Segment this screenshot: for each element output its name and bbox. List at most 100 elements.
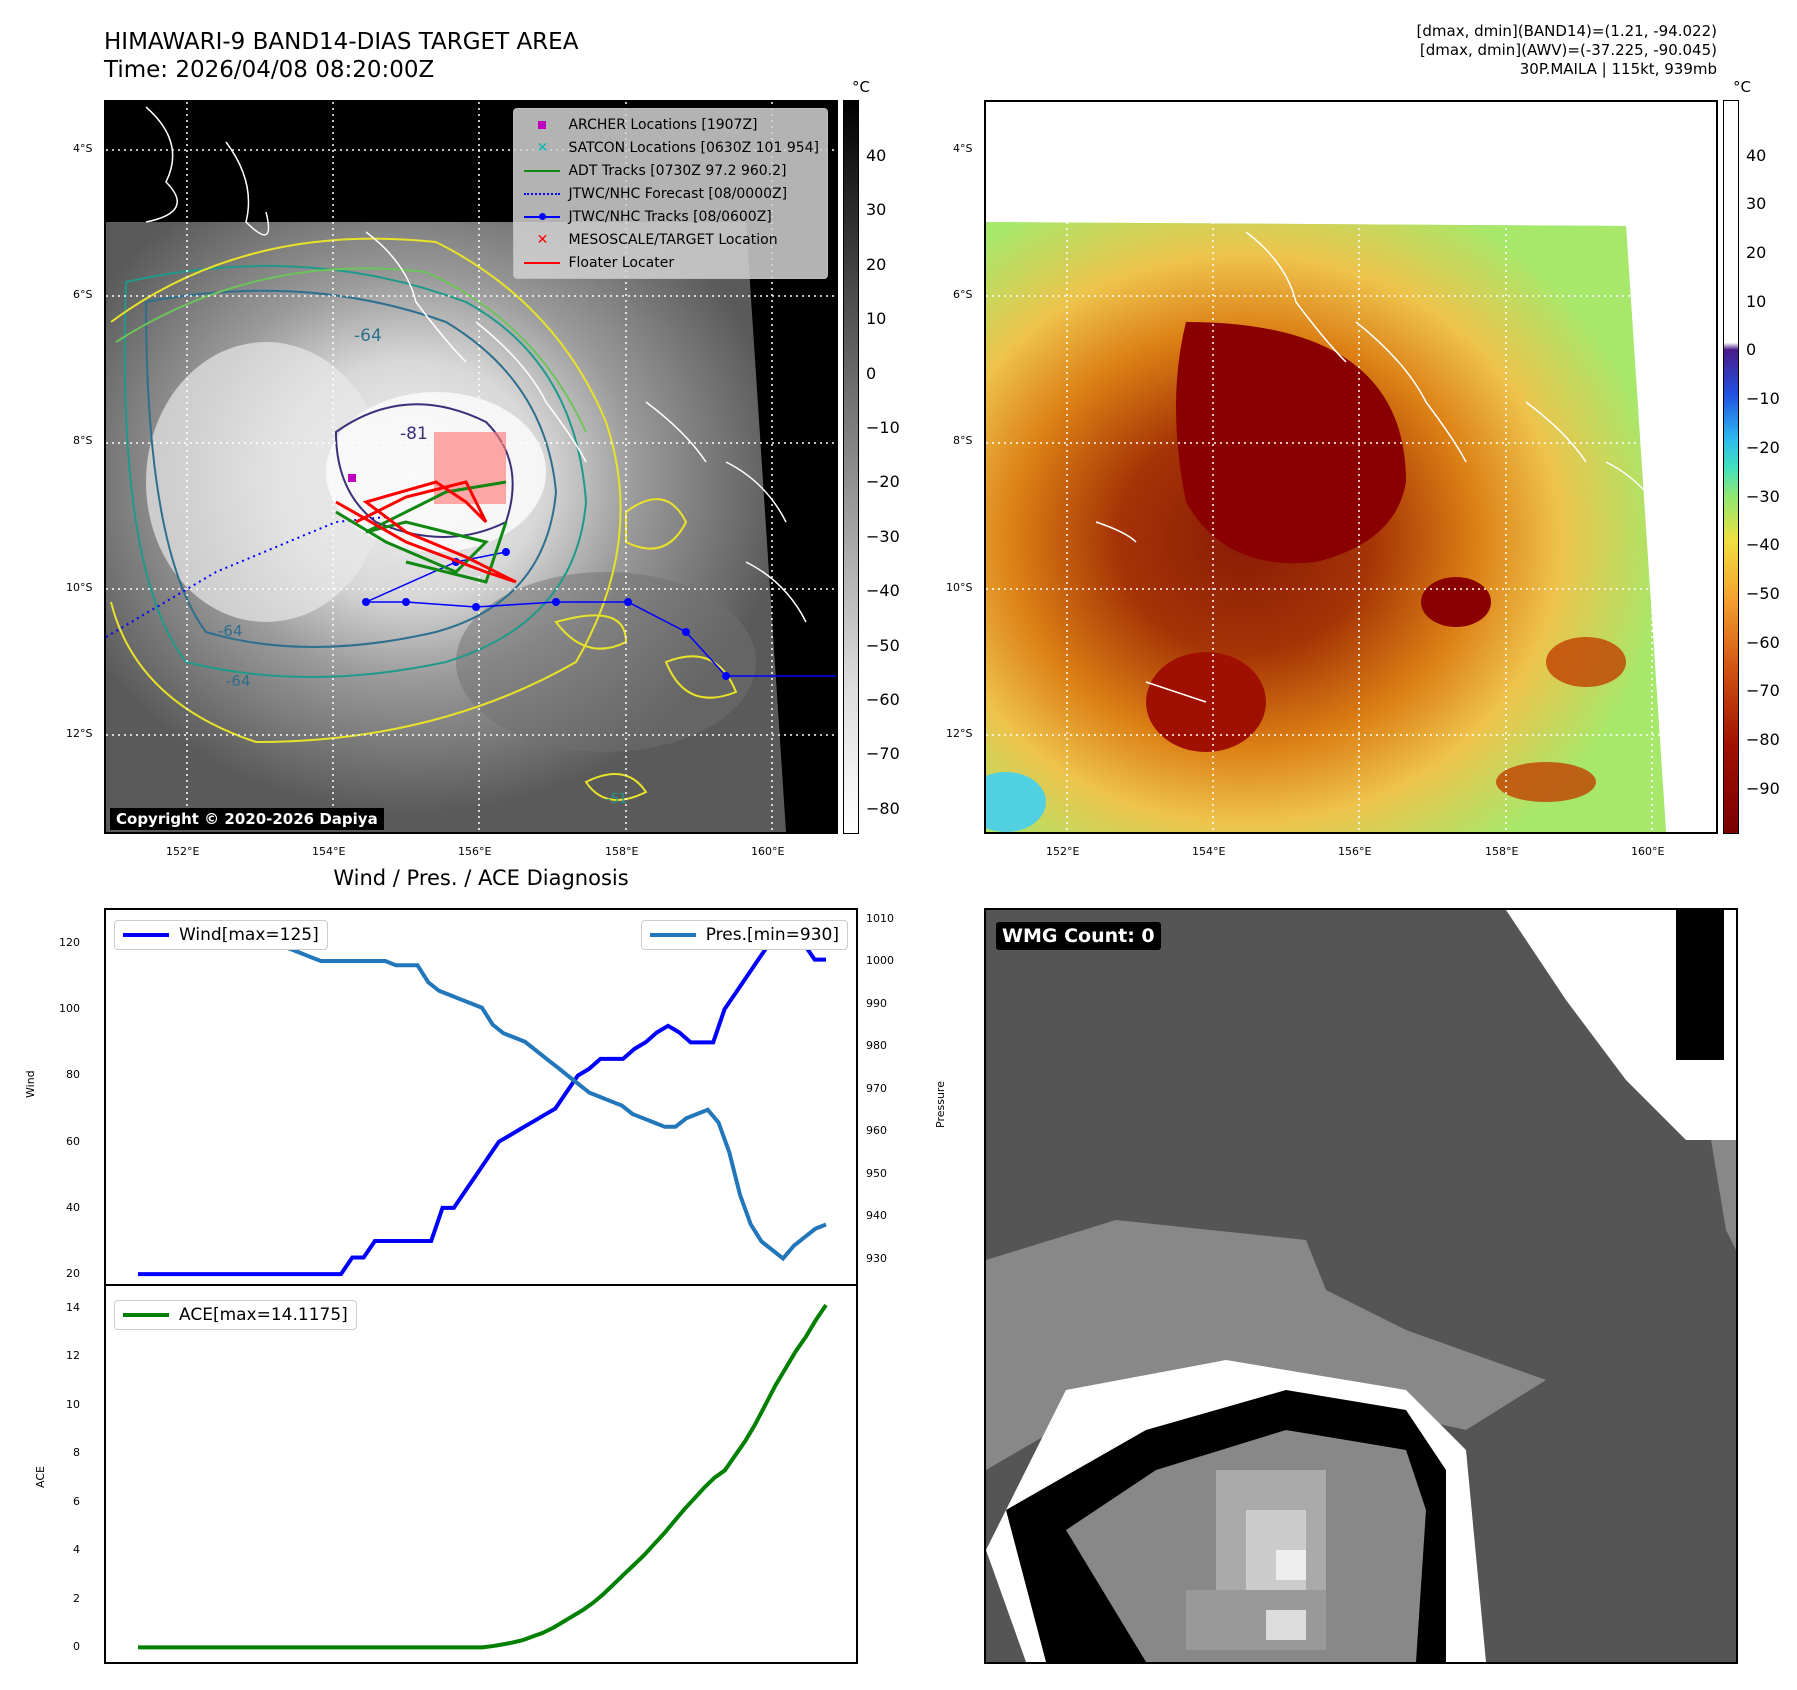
- lon-tick: 152°E: [1046, 845, 1080, 858]
- lon-tick: 158°E: [605, 845, 639, 858]
- magenta-square-icon: [538, 120, 547, 129]
- data-range-info: [dmax, dmin](BAND14)=(1.21, -94.022) [dm…: [1417, 22, 1717, 79]
- wv-colorbar-unit: °C: [1733, 78, 1751, 96]
- ir-cb-tick: −70: [866, 744, 900, 763]
- lon-tick: 156°E: [1338, 845, 1372, 858]
- ir-cb-tick: −60: [866, 690, 900, 709]
- lon-tick: 154°E: [312, 845, 346, 858]
- wv-cb-tick: 30: [1746, 194, 1767, 213]
- wind-tick: 60: [66, 1134, 80, 1148]
- ace-tick: 2: [73, 1591, 80, 1605]
- ace-tick: 4: [73, 1543, 80, 1557]
- legend-jtwc: JTWC/NHC Tracks [08/0600Z]: [522, 205, 819, 228]
- ace-chart: ACE[max=14.1175]: [104, 1284, 858, 1664]
- legend-floater: Floater Locater: [522, 251, 819, 274]
- lat-tick: 12°S: [66, 727, 93, 740]
- wv-colorbar: [1723, 100, 1739, 834]
- legend-archer: ARCHER Locations [1907Z]: [522, 113, 819, 136]
- wind-tick: 40: [66, 1200, 80, 1214]
- lat-tick: 4°S: [73, 142, 93, 155]
- storm-info: 30P.MAILA | 115kt, 939mb: [1519, 60, 1717, 78]
- ir-cb-tick: −80: [866, 799, 900, 818]
- wmg-image: [986, 910, 1736, 1662]
- wv-cb-tick: −60: [1746, 633, 1780, 652]
- lon-tick: 154°E: [1192, 845, 1226, 858]
- ace-tick: 0: [73, 1640, 80, 1654]
- legend-satcon: ✕ SATCON Locations [0630Z 101 954]: [536, 139, 819, 156]
- contour-label: -81: [400, 424, 428, 444]
- ir-cb-tick: −20: [866, 472, 900, 491]
- copyright-badge: Copyright © 2020-2026 Dapiya: [110, 808, 384, 830]
- wv-cb-tick: −80: [1746, 730, 1780, 749]
- ace-line: [138, 1303, 828, 1650]
- ir-cb-tick: 0: [866, 364, 877, 383]
- pressure-tick: 1000: [866, 954, 894, 967]
- chart-title: HIMAWARI-9 BAND14-DIAS TARGET AREA: [104, 29, 579, 55]
- wind-tick: 100: [59, 1002, 80, 1016]
- red-x-icon: ✕: [536, 231, 549, 248]
- legend-forecast: JTWC/NHC Forecast [08/0000Z]: [522, 182, 819, 205]
- wmg-panel: WMG Count: 0: [984, 908, 1738, 1664]
- wv-map-panel: [984, 100, 1718, 834]
- ir-cb-tick: 30: [866, 200, 887, 219]
- ir-cb-tick: −40: [866, 581, 900, 600]
- wv-cb-tick: 20: [1746, 243, 1767, 262]
- ir-cb-tick: −30: [866, 527, 900, 546]
- pressure-tick: 1010: [866, 911, 894, 925]
- wind-legend: Wind[max=125]: [114, 920, 328, 950]
- wv-cb-tick: −20: [1746, 438, 1780, 457]
- contour-label: -51: [606, 792, 628, 807]
- pressure-tick: 930: [866, 1251, 887, 1265]
- band14-range: [dmax, dmin](BAND14)=(1.21, -94.022): [1416, 22, 1717, 40]
- wv-cb-tick: −90: [1746, 779, 1780, 798]
- pressure-axis-label: Pressure: [934, 1081, 947, 1128]
- ace-legend: ACE[max=14.1175]: [114, 1300, 357, 1330]
- wv-cb-tick: −40: [1746, 535, 1780, 554]
- legend-mesoscale: ✕ MESOSCALE/TARGET Location: [536, 231, 778, 248]
- lon-tick: 152°E: [166, 845, 200, 858]
- diagnosis-title: Wind / Pres. / ACE Diagnosis: [333, 866, 629, 890]
- wv-cb-tick: 0: [1746, 340, 1757, 359]
- wv-cb-tick: −30: [1746, 487, 1780, 506]
- ace-tick: 8: [73, 1446, 80, 1460]
- wind-line-icon: [123, 933, 169, 937]
- ir-cb-tick: −10: [866, 418, 900, 437]
- pressure-line: [138, 929, 827, 1262]
- red-line-icon: [524, 261, 561, 264]
- pressure-tick: 950: [866, 1166, 887, 1180]
- lon-tick: 160°E: [751, 845, 785, 858]
- lat-tick: 10°S: [946, 581, 973, 594]
- green-line-icon: [524, 169, 561, 172]
- ir-cb-tick: 40: [866, 146, 887, 165]
- ace-tick: 12: [66, 1349, 80, 1363]
- ace-tick: 14: [66, 1300, 80, 1314]
- ir-colorbar-unit: °C: [852, 78, 870, 96]
- ir-cb-tick: 10: [866, 309, 887, 328]
- wv-cb-tick: −50: [1746, 584, 1780, 603]
- lat-tick: 10°S: [66, 581, 93, 594]
- pressure-legend: Pres.[min=930]: [640, 920, 848, 950]
- legend-adt: ADT Tracks [0730Z 97.2 960.2]: [522, 159, 819, 182]
- pressure-tick: 990: [866, 996, 887, 1010]
- ace-tick: 10: [66, 1397, 80, 1411]
- contour-label: -64: [354, 326, 382, 346]
- lon-tick: 156°E: [458, 845, 492, 858]
- ir-colorbar: [843, 100, 859, 834]
- ir-map-image: [106, 102, 836, 832]
- lat-tick: 6°S: [953, 288, 973, 301]
- pressure-line-icon: [649, 933, 696, 937]
- wv-cb-tick: −10: [1746, 389, 1780, 408]
- ir-cb-tick: −50: [866, 636, 900, 655]
- lat-tick: 6°S: [73, 288, 93, 301]
- ir-map-legend: ARCHER Locations [1907Z] ✕ SATCON Locati…: [513, 108, 828, 279]
- ace-axis-label: ACE: [34, 1466, 47, 1488]
- ir-cb-tick: 20: [866, 255, 887, 274]
- wv-cb-tick: 10: [1746, 292, 1767, 311]
- chart-time: Time: 2026/04/08 08:20:00Z: [104, 57, 435, 83]
- blue-dotted-line-icon: [524, 192, 561, 195]
- pressure-tick: 940: [866, 1209, 887, 1222]
- wind-tick: 120: [59, 936, 80, 950]
- lon-tick: 160°E: [1631, 845, 1665, 858]
- contour-label: -64: [218, 622, 243, 640]
- pressure-tick: 960: [866, 1124, 887, 1137]
